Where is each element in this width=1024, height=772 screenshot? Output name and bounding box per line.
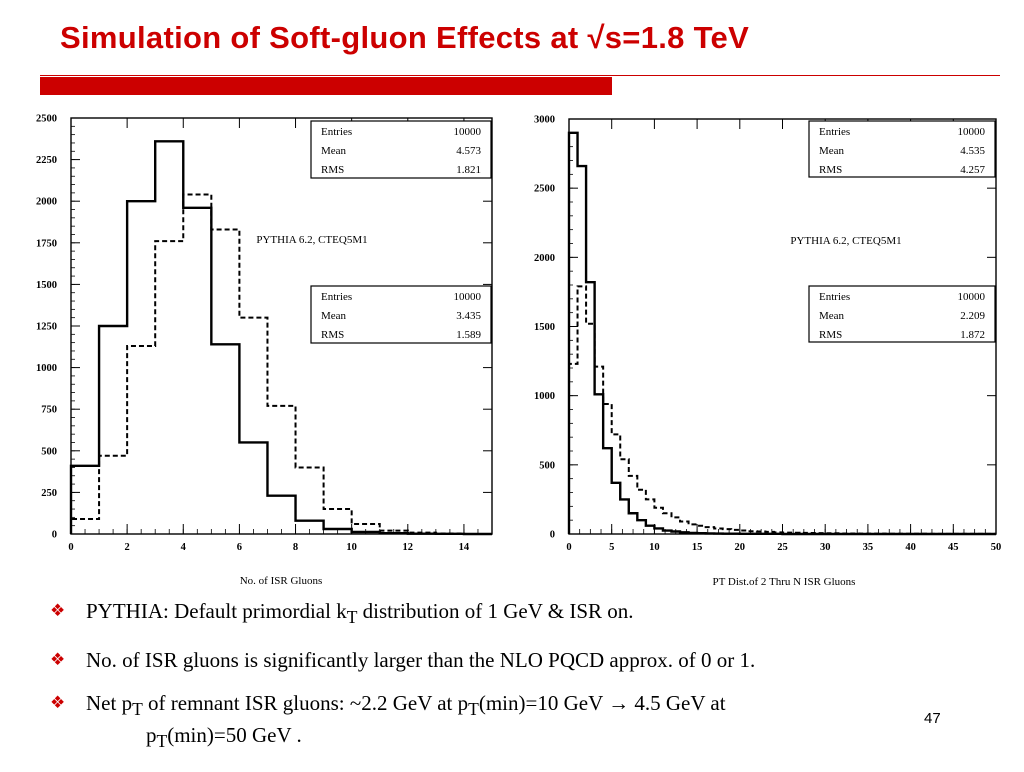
bullet-list: ❖ PYTHIA: Default primordial kT distribu… (50, 598, 1010, 772)
y-tick-label: 2250 (36, 155, 57, 166)
stats-label: RMS (321, 329, 344, 341)
x-tick-label: 35 (863, 542, 874, 553)
stats-label: Entries (819, 291, 850, 303)
y-tick-label: 0 (550, 530, 555, 541)
stats-value: 10000 (958, 291, 986, 303)
stats-label: Entries (321, 291, 352, 303)
x-tick-label: 12 (403, 542, 414, 553)
y-tick-label: 3000 (534, 115, 555, 126)
y-tick-label: 500 (539, 460, 555, 471)
page-number: 47 (924, 710, 941, 727)
x-tick-label: 40 (905, 542, 916, 553)
x-tick-label: 45 (948, 542, 959, 553)
diamond-bullet-icon: ❖ (50, 650, 66, 670)
x-axis-label: No. of ISR Gluons (240, 575, 323, 587)
bullet-item: ❖ No. of ISR gluons is significantly lar… (50, 647, 1010, 673)
stats-label: Mean (321, 310, 347, 322)
histogram-series-solid (69, 140, 492, 536)
y-tick-label: 0 (52, 530, 57, 541)
x-tick-label: 0 (566, 542, 571, 553)
x-tick-label: 5 (609, 542, 614, 553)
histogram-svg-right: 0 500 1000 1500 2000 2500 3000 0 5 10 15 20 25 30 35 40… (512, 100, 1012, 600)
bullet-text: Net pT of remnant ISR gluons: ~2.2 GeV a… (86, 691, 726, 752)
y-tick-label: 1000 (36, 363, 57, 374)
histogram-series-dashed (70, 193, 492, 535)
x-tick-label: 50 (991, 542, 1002, 553)
stats-value: 1.589 (456, 329, 481, 341)
x-tick-label: 6 (237, 542, 242, 553)
stats-box (808, 285, 996, 343)
stats-label: Entries (819, 126, 850, 138)
stats-box (808, 120, 996, 178)
stats-label: RMS (819, 329, 842, 341)
slide-title: Simulation of Soft-gluon Effects at √s=1… (60, 20, 750, 55)
y-tick-label: 2500 (36, 114, 57, 125)
x-tick-label: 0 (68, 542, 73, 553)
y-tick-label: 1250 (36, 322, 57, 333)
stats-label: Mean (819, 145, 845, 157)
diamond-bullet-icon: ❖ (50, 693, 66, 713)
x-tick-label: 4 (181, 542, 187, 553)
x-tick-label: 15 (692, 542, 703, 553)
stats-box (310, 120, 492, 179)
title-rule-thin (40, 75, 1000, 76)
y-tick-label: 750 (41, 405, 57, 416)
arrow-right-icon: → (608, 691, 630, 716)
y-tick-label: 2000 (36, 197, 57, 208)
diamond-bullet-icon: ❖ (50, 601, 66, 620)
bullet-text: PYTHIA: Default primordial kT distributi… (86, 599, 634, 628)
histogram-svg-left: 0 250 500 750 1000 1250 1500 1750 2000 2250 2500 0 2… (18, 100, 518, 600)
isr-gluon-pt-histogram: 0 500 1000 1500 2000 2500 3000 0 5 10 15 20 25 30 35 40… (512, 100, 1012, 600)
stats-label: Entries (321, 126, 352, 138)
stats-value: 4.573 (456, 145, 481, 157)
stats-value: 3.435 (456, 310, 481, 322)
stats-box (310, 285, 492, 344)
y-tick-label: 1000 (534, 391, 555, 402)
bullet-item: ❖ PYTHIA: Default primordial kT distribu… (50, 598, 1010, 630)
y-tick-label: 250 (41, 488, 57, 499)
x-tick-label: 25 (777, 542, 788, 553)
x-tick-label: 10 (346, 542, 357, 553)
x-tick-label: 20 (735, 542, 746, 553)
stats-value: 10000 (454, 126, 482, 138)
stats-label: Mean (819, 310, 845, 322)
stats-value: 10000 (958, 126, 986, 138)
x-tick-label: 8 (293, 542, 298, 553)
y-tick-label: 2500 (534, 184, 555, 195)
y-tick-label: 1500 (36, 280, 57, 291)
stats-label: RMS (321, 164, 344, 176)
stats-value: 4.535 (960, 145, 985, 157)
x-tick-label: 10 (649, 542, 660, 553)
y-tick-label: 1500 (534, 322, 555, 333)
histogram-series-dashed (568, 285, 996, 535)
isr-gluon-count-histogram: 0 250 500 750 1000 1250 1500 1750 2000 2250 2500 0 2… (18, 100, 518, 600)
stats-label: Mean (321, 145, 347, 157)
y-tick-label: 500 (41, 446, 57, 457)
chart-annotation: PYTHIA 6.2, CTEQ5M1 (256, 234, 367, 246)
bullet-text: No. of ISR gluons is significantly large… (86, 648, 756, 673)
x-tick-label: 30 (820, 542, 831, 553)
stats-value: 1.821 (456, 164, 481, 176)
stats-value: 1.872 (960, 329, 985, 341)
stats-value: 4.257 (960, 164, 985, 176)
chart-annotation: PYTHIA 6.2, CTEQ5M1 (790, 235, 901, 247)
x-tick-label: 14 (459, 542, 470, 553)
x-axis-label: PT Dist.of 2 Thru N ISR Gluons (713, 576, 856, 588)
bullet-item: ❖ Net pT of remnant ISR gluons: ~2.2 GeV… (50, 690, 1010, 754)
stats-value: 10000 (454, 291, 482, 303)
y-tick-label: 1750 (36, 238, 57, 249)
stats-value: 2.209 (960, 310, 985, 322)
x-tick-label: 2 (125, 542, 130, 553)
y-tick-label: 2000 (534, 253, 555, 264)
title-rule-thick (40, 77, 612, 95)
stats-label: RMS (819, 164, 842, 176)
